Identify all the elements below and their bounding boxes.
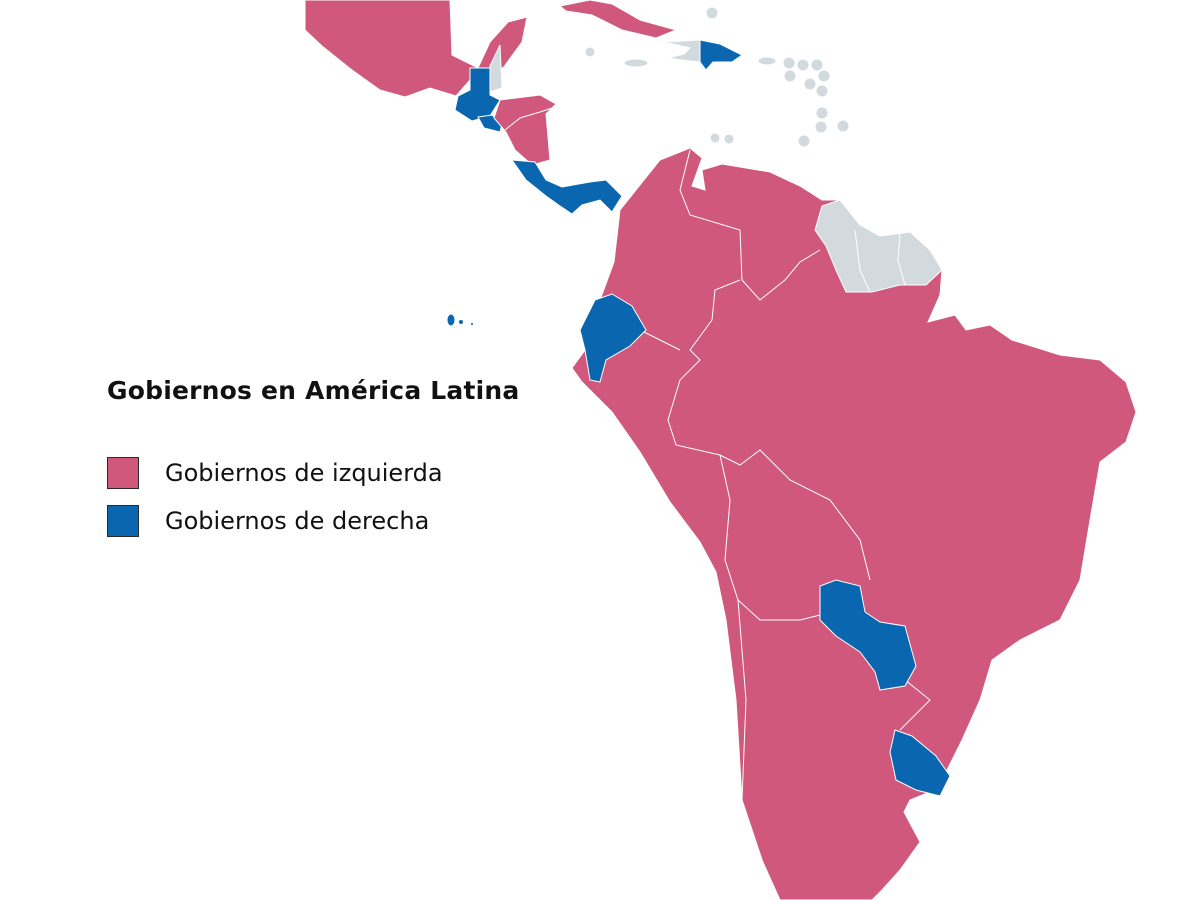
region-galapagos <box>446 313 474 327</box>
region-ecuador <box>579 293 647 383</box>
border-line <box>639 149 931 900</box>
region-paraguay <box>819 579 917 691</box>
region-guianas <box>814 199 943 293</box>
region-south-america <box>571 147 1137 900</box>
region-uruguay <box>889 729 951 797</box>
region-cuba <box>558 0 678 39</box>
region-costa-rica-panama <box>510 159 623 215</box>
legend-label-left: Gobiernos de izquierda <box>165 459 443 487</box>
map-legend: Gobiernos en América Latina Gobiernos de… <box>107 376 520 545</box>
legend-item-right: Gobiernos de derecha <box>107 497 520 545</box>
legend-swatch-right <box>107 505 139 537</box>
region-puerto-rico <box>757 56 777 66</box>
border-line <box>504 107 553 131</box>
legend-swatch-left <box>107 457 139 489</box>
legend-title: Gobiernos en América Latina <box>107 376 520 405</box>
legend-label-right: Gobiernos de derecha <box>165 507 430 535</box>
region-jamaica <box>623 58 649 68</box>
region-honduras-nicaragua <box>493 94 557 166</box>
border-line <box>854 229 906 293</box>
region-haiti <box>663 39 701 63</box>
legend-item-left: Gobiernos de izquierda <box>107 449 520 497</box>
caribbean-islands <box>584 6 850 148</box>
region-dominican-republic <box>699 39 743 71</box>
